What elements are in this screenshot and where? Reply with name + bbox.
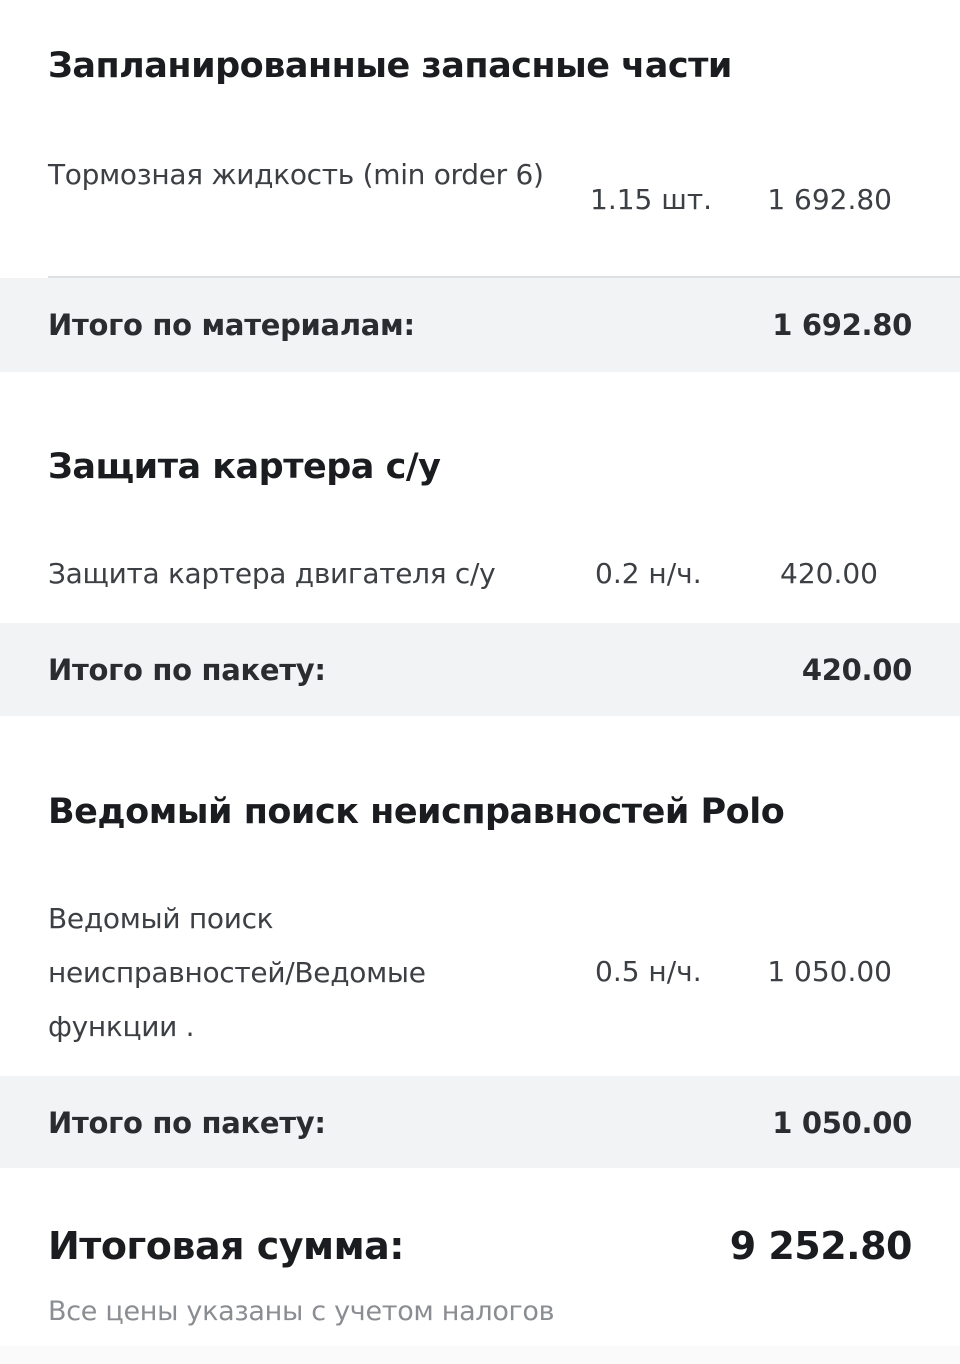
item-description: Защита картера двигателя с/у: [48, 557, 496, 590]
subtotal-value: 1 050.00: [772, 1106, 912, 1140]
section-title-guided-fault-finding: Ведомый поиск неисправностей Polo: [48, 792, 785, 832]
item-description: Ведомый поиск неисправностей/Ведомые фун…: [48, 902, 426, 1043]
subtotal-label: Итого по пакету:: [48, 1106, 326, 1140]
section-title-planned-parts: Запланированные запасные части: [48, 46, 732, 86]
subtotal-value: 1 692.80: [772, 308, 912, 342]
grand-total-label: Итоговая сумма:: [48, 1224, 404, 1268]
subtotal-row: Итого по пакету: 1 050.00: [0, 1076, 960, 1168]
section-title-crankcase-protection: Защита картера с/у: [48, 447, 441, 487]
item-price: 1 692.80: [767, 183, 892, 216]
subtotal-row: Итого по пакету: 420.00: [0, 623, 960, 716]
item-price: 420.00: [780, 557, 878, 590]
subtotal-row: Итого по материалам: 1 692.80: [0, 278, 960, 372]
divider: [48, 276, 960, 278]
item-quantity: 0.2 н/ч.: [595, 557, 702, 590]
bottom-spacer: [0, 1346, 960, 1364]
item-quantity: 0.5 н/ч.: [595, 955, 702, 988]
subtotal-label: Итого по пакету:: [48, 653, 326, 687]
item-quantity: 1.15 шт.: [590, 183, 713, 216]
item-price: 1 050.00: [767, 955, 892, 988]
item-description: Тормозная жидкость (min order 6): [48, 158, 544, 191]
subtotal-value: 420.00: [801, 653, 912, 687]
grand-total-value: 9 252.80: [729, 1224, 913, 1268]
subtotal-label: Итого по материалам:: [48, 308, 415, 342]
tax-note: Все цены указаны с учетом налогов: [48, 1296, 555, 1327]
